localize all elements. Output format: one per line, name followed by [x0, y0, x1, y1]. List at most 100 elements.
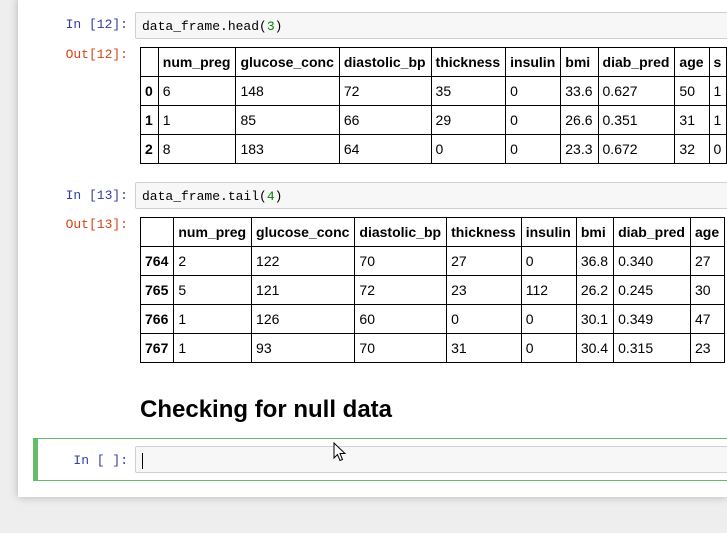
- table-cell: 0: [505, 105, 562, 135]
- header-row: num_preg glucose_conc diastolic_bp thicknes…: [140, 47, 727, 77]
- row-index: 1: [140, 105, 159, 135]
- row-index: 766: [139, 304, 175, 334]
- column-header: num_preg: [157, 47, 237, 77]
- code-cell[interactable]: [135, 446, 727, 473]
- table-cell: 72: [354, 275, 448, 305]
- row-index: 767: [139, 333, 175, 363]
- column-header: age: [674, 47, 710, 77]
- index-header: [139, 217, 175, 247]
- table-cell: 30.1: [575, 304, 615, 334]
- code-number: 4: [266, 189, 275, 204]
- input-prompt: In [13]:: [65, 188, 128, 203]
- table-cell: 27: [446, 246, 522, 276]
- table-cell: 183: [235, 134, 340, 164]
- table-cell: 0.672: [597, 134, 676, 164]
- table-cell: 1: [708, 76, 727, 106]
- table-cell: 0: [520, 304, 577, 334]
- table-cell: 70: [354, 246, 448, 276]
- table-cell: 0.245: [613, 275, 691, 305]
- markdown-heading: Checking for null data: [140, 396, 393, 423]
- table-cell: 29: [430, 105, 507, 135]
- code: ): [274, 19, 283, 34]
- table-cell: 72: [338, 76, 432, 106]
- column-header: s: [708, 47, 727, 77]
- table-cell: 35: [430, 76, 507, 106]
- column-header: bmi: [575, 217, 615, 247]
- column-header: diab_pred: [597, 47, 676, 77]
- table-cell: 64: [338, 134, 432, 164]
- table-cell: 32: [674, 134, 710, 164]
- table-row: 1 1 85 66 29 0 26.6 0.351 31 1: [140, 105, 727, 135]
- code: ): [274, 189, 283, 204]
- table-cell: 0: [505, 76, 562, 106]
- column-header: diab_pred: [613, 217, 691, 247]
- table-cell: 70: [354, 333, 448, 363]
- table-cell: 36.8: [575, 246, 615, 276]
- table-cell: 1: [173, 304, 253, 334]
- table-cell: 6: [157, 76, 237, 106]
- table-cell: 0.340: [613, 246, 691, 276]
- table-cell: 85: [235, 105, 340, 135]
- code-cell[interactable]: data_frame.head(3): [135, 12, 727, 39]
- column-header: glucose_conc: [235, 47, 340, 77]
- table-cell: 33.6: [560, 76, 599, 106]
- table-cell: 5: [173, 275, 253, 305]
- table-cell: 1: [157, 105, 237, 135]
- table-cell: 26.2: [575, 275, 615, 305]
- column-header: num_preg: [173, 217, 253, 247]
- row-index: 765: [139, 275, 175, 305]
- table-cell: 2: [173, 246, 253, 276]
- data-table: num_preg glucose_conc diastolic_bp thicknes…: [139, 217, 726, 363]
- column-header: thickness: [430, 47, 507, 77]
- row-index: 764: [139, 246, 175, 276]
- table-cell: 122: [251, 246, 356, 276]
- column-header: bmi: [560, 47, 599, 77]
- table-cell: 23: [446, 275, 522, 305]
- data-table: num_preg glucose_conc diastolic_bp thicknes…: [140, 47, 727, 164]
- table-row: 766 1 126 60 0 0 30.1 0.349 47: [139, 304, 726, 334]
- table-cell: 0: [505, 134, 562, 164]
- output-prompt: Out[12]:: [65, 47, 128, 62]
- table-cell: 0: [520, 333, 577, 363]
- code: data_frame.tail(: [142, 189, 267, 204]
- table-cell: 30: [689, 275, 726, 305]
- column-header: age: [689, 217, 726, 247]
- table-cell: 23: [689, 333, 726, 363]
- table-cell: 126: [251, 304, 356, 334]
- table-cell: 50: [674, 76, 710, 106]
- column-header: diastolic_bp: [338, 47, 432, 77]
- table-cell: 148: [235, 76, 340, 106]
- column-header: thickness: [446, 217, 522, 247]
- table-cell: 1: [173, 333, 253, 363]
- table-cell: 1: [708, 105, 727, 135]
- table-cell: 8: [157, 134, 237, 164]
- selected-cell[interactable]: [33, 438, 727, 481]
- input-prompt: In [12]:: [65, 17, 128, 32]
- row-index: 0: [140, 76, 159, 106]
- table-cell: 0: [446, 304, 522, 334]
- table-row: 764 2 122 70 27 0 36.8 0.340 27: [139, 246, 726, 276]
- row-index: 2: [140, 134, 159, 164]
- table-cell: 0.315: [613, 333, 691, 363]
- code-cell[interactable]: data_frame.tail(4): [135, 182, 727, 209]
- table-cell: 0.627: [597, 76, 676, 106]
- table-cell: 26.6: [560, 105, 599, 135]
- table-cell: 121: [251, 275, 356, 305]
- code-number: 3: [266, 19, 275, 34]
- table-cell: 30.4: [575, 333, 615, 363]
- index-header: [140, 47, 159, 77]
- table-cell: 0: [708, 134, 727, 164]
- table-row: 767 1 93 70 31 0 30.4 0.315 23: [139, 333, 726, 363]
- column-header: insulin: [520, 217, 577, 247]
- code: data_frame.head(: [142, 19, 267, 34]
- table-cell: 93: [251, 333, 356, 363]
- header-row: num_preg glucose_conc diastolic_bp thicknes…: [139, 217, 726, 247]
- text-cursor: [142, 452, 143, 469]
- table-cell: 112: [520, 275, 577, 305]
- mouse-cursor: [333, 442, 347, 462]
- table-cell: 31: [446, 333, 522, 363]
- table-row: 0 6 148 72 35 0 33.6 0.627 50 1: [140, 76, 727, 106]
- table-cell: 0: [520, 246, 577, 276]
- table-cell: 0: [430, 134, 507, 164]
